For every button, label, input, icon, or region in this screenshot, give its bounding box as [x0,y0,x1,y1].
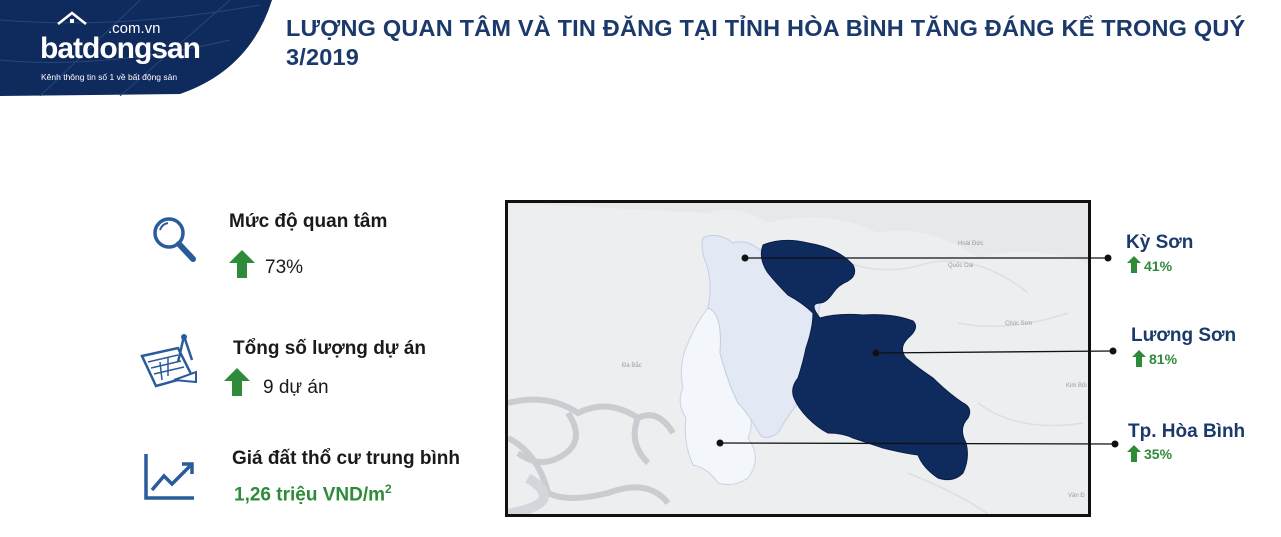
header-band [0,0,272,96]
map-place-label: Quốc Oai [948,263,974,269]
metric-interest-value: 73% [265,257,304,278]
logo-domain: .com.vn [108,20,161,37]
map-svg [508,203,1088,514]
map-place-label: Chúc Sơn [1005,321,1032,327]
metric-land-price-value: 1,26 triệu VND/m2 [234,482,392,506]
up-arrow-icon [1132,350,1146,367]
metric-land-price-label: Giá đất thổ cư trung bình [232,448,461,469]
map-place-label: Hoài Đức [958,241,984,247]
terrain-hill-top [508,203,1088,263]
metric-interest-label: Mức độ quan tâm [229,211,388,232]
up-arrow-icon [229,250,255,278]
map-panel[interactable]: Hoài Đức Quốc Oai Chúc Sơn Đà Bắc Kim Bô… [505,200,1091,517]
logo-tagline: Kênh thông tin số 1 về bất động sản [41,72,178,82]
logo-brand: batdongsan [40,32,201,65]
metric-projects-value: 9 dự án [263,377,329,398]
map-place-label: Đà Bắc [622,363,642,369]
district-tp-hoa-binh-change: 35% [1144,446,1173,462]
page-title: LƯỢNG QUAN TÂM VÀ TIN ĐĂNG TẠI TỈNH HÒA … [286,15,1246,70]
blueprint-icon [140,334,197,388]
metric-projects-label: Tổng số lượng dự án [233,338,427,359]
district-ky-son-name: Kỳ Sơn [1126,232,1194,253]
map-place-label: Vân Đ [1068,493,1085,499]
district-luong-son-name: Lương Sơn [1131,325,1237,346]
map-place-label: Kim Bôi [1066,383,1087,389]
magnifier-icon [153,217,196,262]
up-arrow-icon [1127,256,1141,273]
up-arrow-icon [1127,445,1141,462]
district-luong-son-change: 81% [1149,351,1178,367]
district-ky-son-change: 41% [1144,258,1173,274]
brand-logo[interactable]: .com.vn batdongsan Kênh thông tin số 1 v… [34,10,201,85]
price-amount: 1,26 triệu VND/m [234,484,385,506]
up-arrow-icon [224,368,250,396]
price-unit-superscript: 2 [385,482,392,496]
house-icon [57,11,87,25]
line-chart-icon [144,454,194,500]
district-tp-hoa-binh-name: Tp. Hòa Bình [1128,421,1246,442]
river-network [508,396,676,505]
road-lines [807,242,1084,514]
